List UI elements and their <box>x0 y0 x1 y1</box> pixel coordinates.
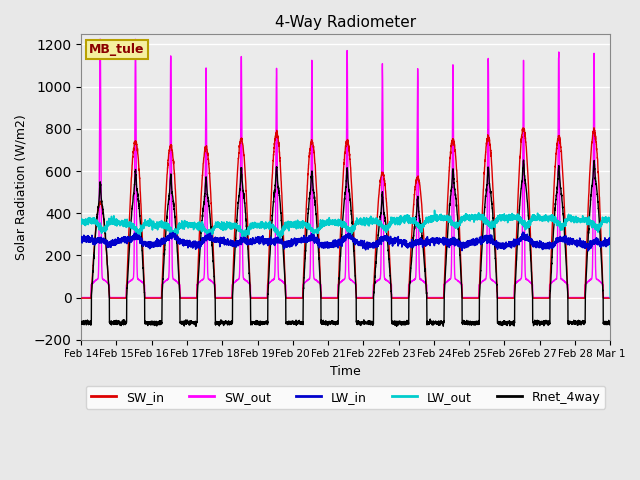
X-axis label: Time: Time <box>330 365 361 378</box>
Title: 4-Way Radiometer: 4-Way Radiometer <box>275 15 416 30</box>
Text: MB_tule: MB_tule <box>89 43 145 56</box>
Legend: SW_in, SW_out, LW_in, LW_out, Rnet_4way: SW_in, SW_out, LW_in, LW_out, Rnet_4way <box>86 386 605 408</box>
Y-axis label: Solar Radiation (W/m2): Solar Radiation (W/m2) <box>15 114 28 260</box>
